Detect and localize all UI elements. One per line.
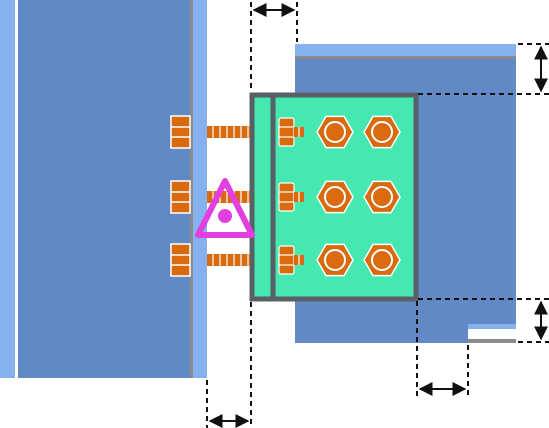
column-web: [18, 0, 191, 378]
column-flange-edge-right: [190, 0, 193, 378]
bolt-shank: [207, 126, 250, 138]
hex-nut-icon: [316, 180, 354, 214]
hex-nut-washer: [371, 121, 393, 143]
column-flange-edge-left: [15, 0, 18, 378]
weld-marker: [195, 178, 255, 238]
bolt-head-icon: [170, 243, 191, 277]
column: [0, 0, 207, 378]
hex-nut-icon: [316, 115, 354, 149]
column-right-flange: [193, 0, 207, 378]
beam-top-flange: [295, 44, 516, 56]
bolt-shank: [207, 254, 250, 266]
beam-top-flange-edge: [295, 56, 516, 59]
hex-nut-icon: [316, 243, 354, 277]
hex-nut-icon: [363, 115, 401, 149]
hex-nut-washer: [371, 186, 393, 208]
hex-nut-washer: [324, 249, 346, 271]
beam-bottom-cut-highlight: [468, 324, 516, 329]
bolt-assembly-1: [170, 115, 304, 149]
hex-nut-washer: [324, 121, 346, 143]
bolt-assembly-3: [170, 243, 304, 277]
plate-nuts: [316, 115, 401, 277]
bolt-nut-icon: [278, 117, 295, 147]
hex-nut-washer: [324, 186, 346, 208]
weld-dot-icon: [218, 209, 232, 223]
hex-nut-icon: [363, 180, 401, 214]
bolt-head-icon: [170, 115, 191, 149]
hex-nut-body: [363, 180, 401, 214]
hex-nut-body: [316, 115, 354, 149]
beam-bottom-cut-edge: [468, 339, 516, 343]
bolt-nut-icon: [278, 245, 295, 275]
hex-nut-body: [316, 180, 354, 214]
column-left-flange: [0, 0, 16, 378]
bolt-nut-icon: [278, 182, 295, 212]
weld-triangle-icon: [195, 178, 255, 238]
hex-nut-washer: [371, 249, 393, 271]
hex-nut-icon: [363, 243, 401, 277]
hex-nut-body: [316, 243, 354, 277]
hex-nut-body: [363, 243, 401, 277]
bolt-head-icon: [170, 180, 191, 214]
hex-nut-body: [363, 115, 401, 149]
dimension-lines: [206, 2, 549, 428]
